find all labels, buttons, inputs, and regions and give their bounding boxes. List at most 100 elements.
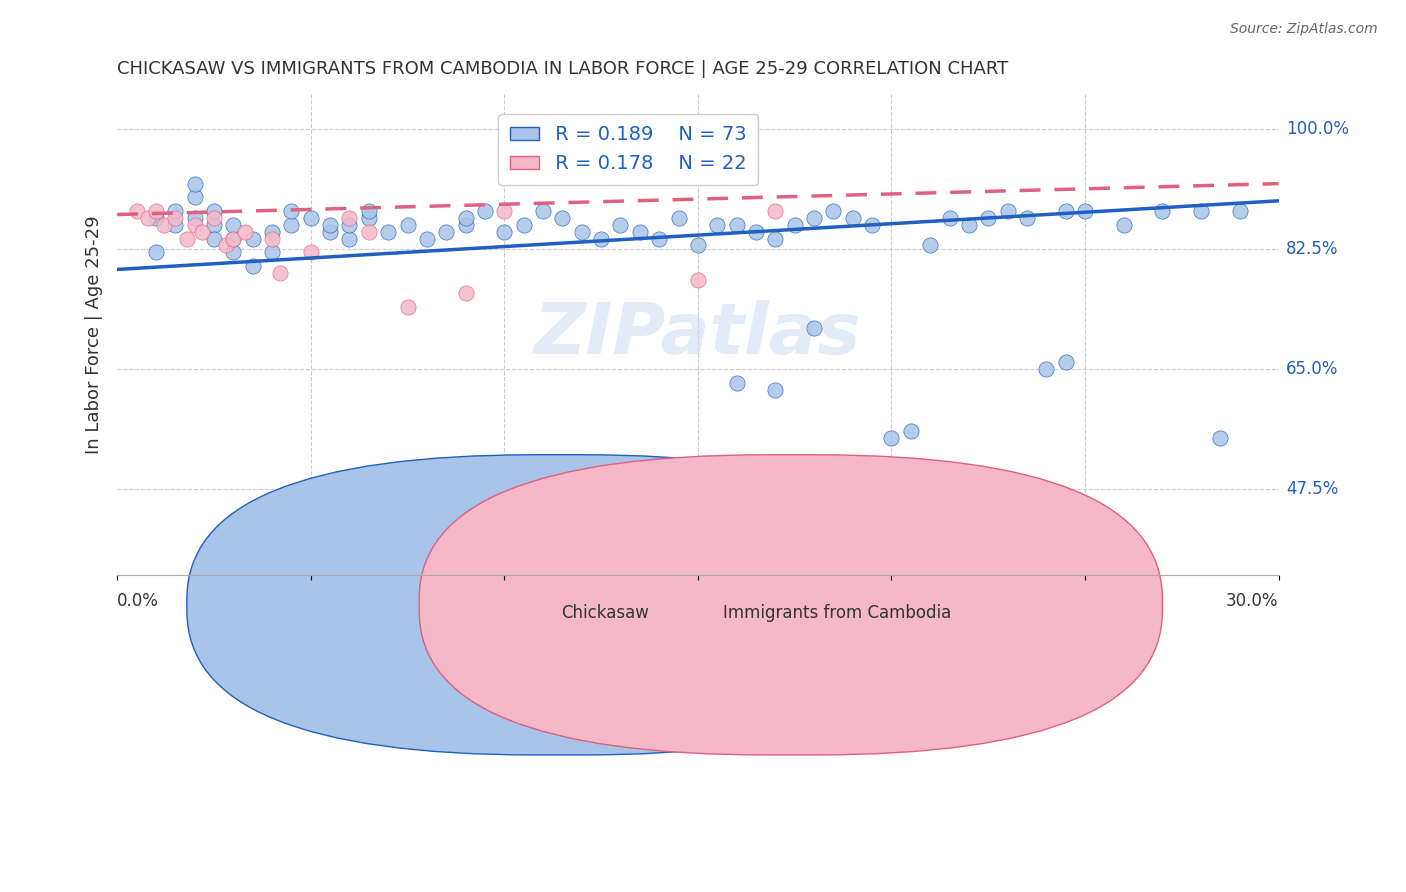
Point	[222, 231, 245, 245]
Point	[454, 211, 477, 225]
Point	[145, 204, 167, 219]
Point	[396, 218, 419, 232]
Point	[339, 218, 361, 232]
Point	[1209, 431, 1232, 445]
Point	[357, 204, 380, 219]
Point	[745, 225, 768, 239]
Point	[260, 231, 283, 245]
Point	[357, 211, 380, 225]
Point	[202, 211, 225, 225]
Point	[474, 204, 496, 219]
Point	[202, 218, 225, 232]
Point	[1152, 204, 1174, 219]
Point	[222, 218, 245, 232]
Point	[183, 190, 205, 204]
Point	[434, 225, 457, 239]
Text: 30.0%: 30.0%	[1226, 592, 1278, 610]
Point	[686, 238, 709, 252]
Point	[823, 204, 845, 219]
Point	[1112, 218, 1135, 232]
Text: 100.0%: 100.0%	[1286, 120, 1350, 137]
FancyBboxPatch shape	[419, 455, 1163, 755]
Point	[242, 259, 264, 273]
Point	[233, 225, 256, 239]
Y-axis label: In Labor Force | Age 25-29: In Labor Force | Age 25-29	[86, 215, 103, 454]
Point	[214, 238, 236, 252]
Point	[202, 204, 225, 219]
Point	[269, 266, 291, 280]
Text: 82.5%: 82.5%	[1286, 240, 1339, 258]
Point	[454, 218, 477, 232]
Point	[686, 273, 709, 287]
Text: CHICKASAW VS IMMIGRANTS FROM CAMBODIA IN LABOR FORCE | AGE 25-29 CORRELATION CHA: CHICKASAW VS IMMIGRANTS FROM CAMBODIA IN…	[117, 60, 1008, 78]
Text: 47.5%: 47.5%	[1286, 480, 1339, 498]
Point	[319, 225, 342, 239]
Point	[648, 231, 671, 245]
Point	[1015, 211, 1038, 225]
Point	[571, 225, 593, 239]
Point	[152, 218, 174, 232]
Point	[280, 218, 302, 232]
Point	[222, 231, 245, 245]
Point	[725, 218, 748, 232]
Point	[763, 231, 786, 245]
Point	[997, 204, 1019, 219]
Point	[145, 211, 167, 225]
Point	[494, 204, 516, 219]
Legend:  R = 0.189    N = 73,  R = 0.178    N = 22: R = 0.189 N = 73, R = 0.178 N = 22	[498, 114, 758, 185]
Point	[1229, 204, 1251, 219]
FancyBboxPatch shape	[187, 455, 931, 755]
Point	[763, 383, 786, 397]
Point	[165, 218, 187, 232]
Point	[299, 245, 322, 260]
Text: 65.0%: 65.0%	[1286, 360, 1339, 378]
Point	[242, 231, 264, 245]
Point	[920, 238, 942, 252]
Point	[531, 204, 554, 219]
Point	[860, 218, 883, 232]
Point	[938, 211, 960, 225]
Point	[339, 211, 361, 225]
Point	[803, 320, 825, 334]
Point	[145, 245, 167, 260]
Point	[183, 211, 205, 225]
Point	[202, 231, 225, 245]
Point	[260, 225, 283, 239]
Point	[591, 231, 613, 245]
Point	[977, 211, 1000, 225]
Point	[165, 211, 187, 225]
Point	[357, 225, 380, 239]
Point	[628, 225, 651, 239]
Point	[125, 204, 148, 219]
Text: ZIPatlas: ZIPatlas	[534, 300, 862, 369]
Point	[416, 231, 439, 245]
Point	[136, 211, 159, 225]
Point	[609, 218, 631, 232]
Point	[377, 225, 399, 239]
Point	[494, 225, 516, 239]
Text: Source: ZipAtlas.com: Source: ZipAtlas.com	[1230, 22, 1378, 37]
Point	[512, 218, 534, 232]
Text: 0.0%: 0.0%	[117, 592, 159, 610]
Point	[176, 231, 198, 245]
Point	[1054, 355, 1077, 369]
Point	[165, 204, 187, 219]
Point	[763, 204, 786, 219]
Point	[957, 218, 980, 232]
Point	[1035, 362, 1057, 376]
Point	[319, 218, 342, 232]
Text: Immigrants from Cambodia: Immigrants from Cambodia	[723, 604, 952, 622]
Point	[191, 225, 214, 239]
Point	[339, 231, 361, 245]
Point	[803, 211, 825, 225]
Point	[668, 211, 690, 225]
Point	[183, 177, 205, 191]
Point	[299, 211, 322, 225]
Point	[841, 211, 863, 225]
Point	[1074, 204, 1097, 219]
Point	[222, 245, 245, 260]
Point	[551, 211, 574, 225]
Point	[900, 424, 922, 438]
Point	[396, 300, 419, 314]
Point	[260, 245, 283, 260]
